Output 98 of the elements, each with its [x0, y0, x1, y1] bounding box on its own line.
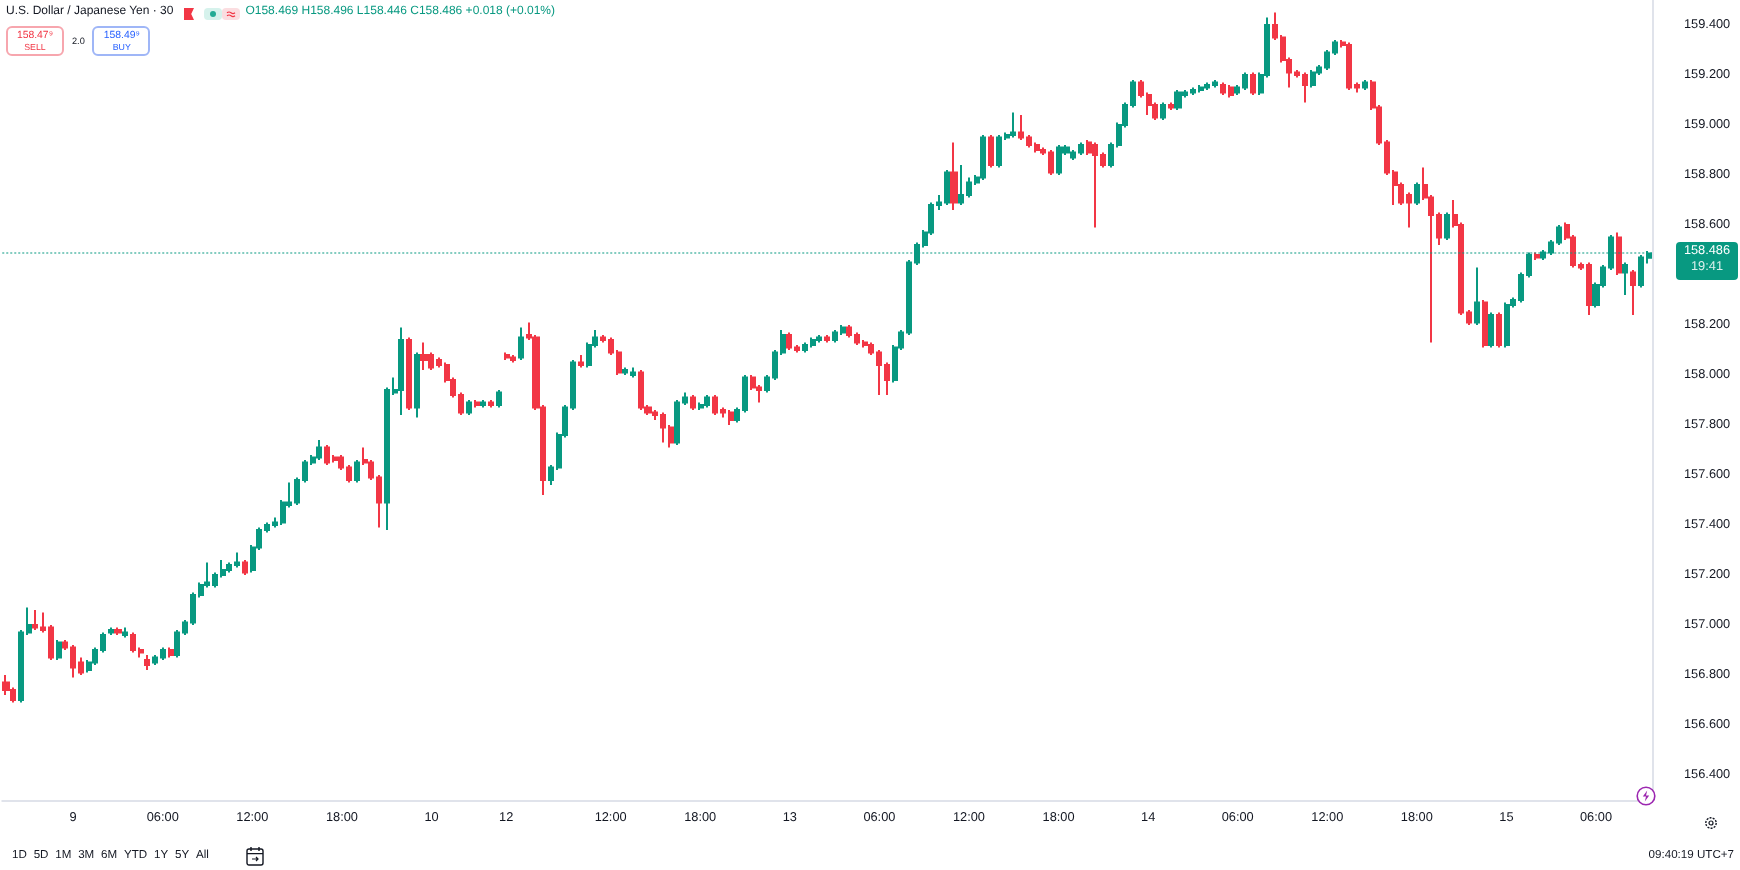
- candlestick: [578, 354, 584, 369]
- candlestick: [504, 351, 510, 361]
- candlestick: [846, 324, 852, 339]
- candlestick: [406, 336, 412, 411]
- candlestick: [1242, 71, 1248, 91]
- candlestick: [728, 409, 734, 426]
- candlestick: [152, 654, 158, 666]
- candlestick: [122, 626, 128, 639]
- candlestick: [1056, 144, 1062, 176]
- candlestick: [840, 324, 846, 336]
- candlestick: [398, 326, 404, 416]
- candlestick: [1638, 254, 1644, 289]
- candlestick: [690, 394, 696, 411]
- candlestick: [802, 341, 808, 354]
- candlestick: [1198, 84, 1204, 94]
- candlestick: [234, 551, 240, 569]
- candlestick: [1034, 141, 1040, 154]
- candlestick: [510, 354, 516, 364]
- candlestick: [1204, 81, 1210, 91]
- candlestick: [1048, 149, 1054, 176]
- candlestick: [622, 366, 628, 376]
- candlestick: [466, 399, 472, 416]
- candlestick: [70, 644, 76, 679]
- candlestick: [958, 164, 964, 206]
- candlestick: [1070, 149, 1076, 161]
- candlestick: [704, 394, 710, 409]
- candlestick: [1616, 231, 1622, 276]
- candlestick: [786, 331, 792, 351]
- candlestick: [324, 444, 330, 466]
- candlestick: [1174, 89, 1182, 111]
- candlestick: [854, 331, 860, 346]
- candlestick: [1092, 141, 1098, 229]
- candlestick: [242, 559, 248, 576]
- candlestick: [816, 334, 822, 344]
- candlestick: [2, 674, 10, 696]
- candlestick: [980, 134, 986, 181]
- candlestick: [1444, 211, 1450, 241]
- candlestick: [144, 654, 150, 671]
- candlestick: [944, 169, 950, 206]
- candlestick: [988, 134, 994, 169]
- candlestick: [824, 334, 830, 344]
- candlestick: [1362, 79, 1368, 91]
- candlestick: [114, 626, 122, 636]
- candlestick: [1302, 71, 1308, 104]
- candlestick: [1534, 251, 1540, 261]
- candlestick: [316, 439, 322, 461]
- candlestick: [474, 399, 480, 409]
- candlestick: [1310, 69, 1316, 89]
- candlestick: [1168, 101, 1174, 111]
- candlestick: [1018, 114, 1024, 141]
- candlestick: [630, 366, 636, 379]
- candlestick: [108, 626, 114, 636]
- candlestick: [1488, 311, 1494, 349]
- candlestick: [1010, 111, 1016, 139]
- candlestick: [1482, 299, 1488, 349]
- candlestick: [130, 631, 136, 654]
- candlestick: [1250, 71, 1256, 96]
- candlestick: [996, 134, 1002, 169]
- candlestick: [638, 369, 644, 411]
- candlestick: [1622, 261, 1628, 296]
- candlestick: [862, 339, 868, 349]
- candlestick: [950, 141, 958, 211]
- candlestick: [832, 329, 838, 344]
- candlestick: [168, 646, 174, 659]
- candlestick: [712, 394, 718, 416]
- candlestick: [1160, 101, 1166, 121]
- candlestick: [1504, 301, 1510, 349]
- candlestick: [488, 399, 494, 409]
- candlestick: [876, 349, 882, 396]
- candlestick: [674, 399, 680, 446]
- candlestick: [1496, 311, 1502, 349]
- candlestick: [1190, 86, 1196, 96]
- candlestick: [354, 459, 360, 484]
- candlestick: [384, 386, 390, 531]
- candlestick: [1220, 81, 1226, 96]
- candlestick: [1346, 41, 1352, 91]
- candlestick: [1586, 261, 1592, 316]
- candlestick: [160, 646, 166, 661]
- candlestick: [518, 326, 524, 361]
- candlestick: [810, 336, 816, 349]
- candlestick: [698, 401, 704, 411]
- candlestick: [56, 639, 62, 661]
- candlestick: [496, 389, 502, 409]
- candlestick: [32, 609, 38, 631]
- candlestick: [414, 351, 420, 419]
- candlestick: [1078, 141, 1084, 156]
- candlestick: [1228, 84, 1234, 99]
- candlestick: [1212, 79, 1218, 89]
- candlestick: [660, 411, 666, 444]
- candlestick: [428, 351, 434, 371]
- candlestick: [1414, 181, 1420, 206]
- candlestick: [1406, 191, 1412, 229]
- candlestick: [226, 561, 232, 574]
- candlestick: [480, 399, 486, 409]
- candlestick: [1630, 269, 1636, 316]
- candlestick: [1152, 101, 1158, 121]
- candlestick: [1474, 266, 1480, 326]
- candlestick: [420, 341, 428, 371]
